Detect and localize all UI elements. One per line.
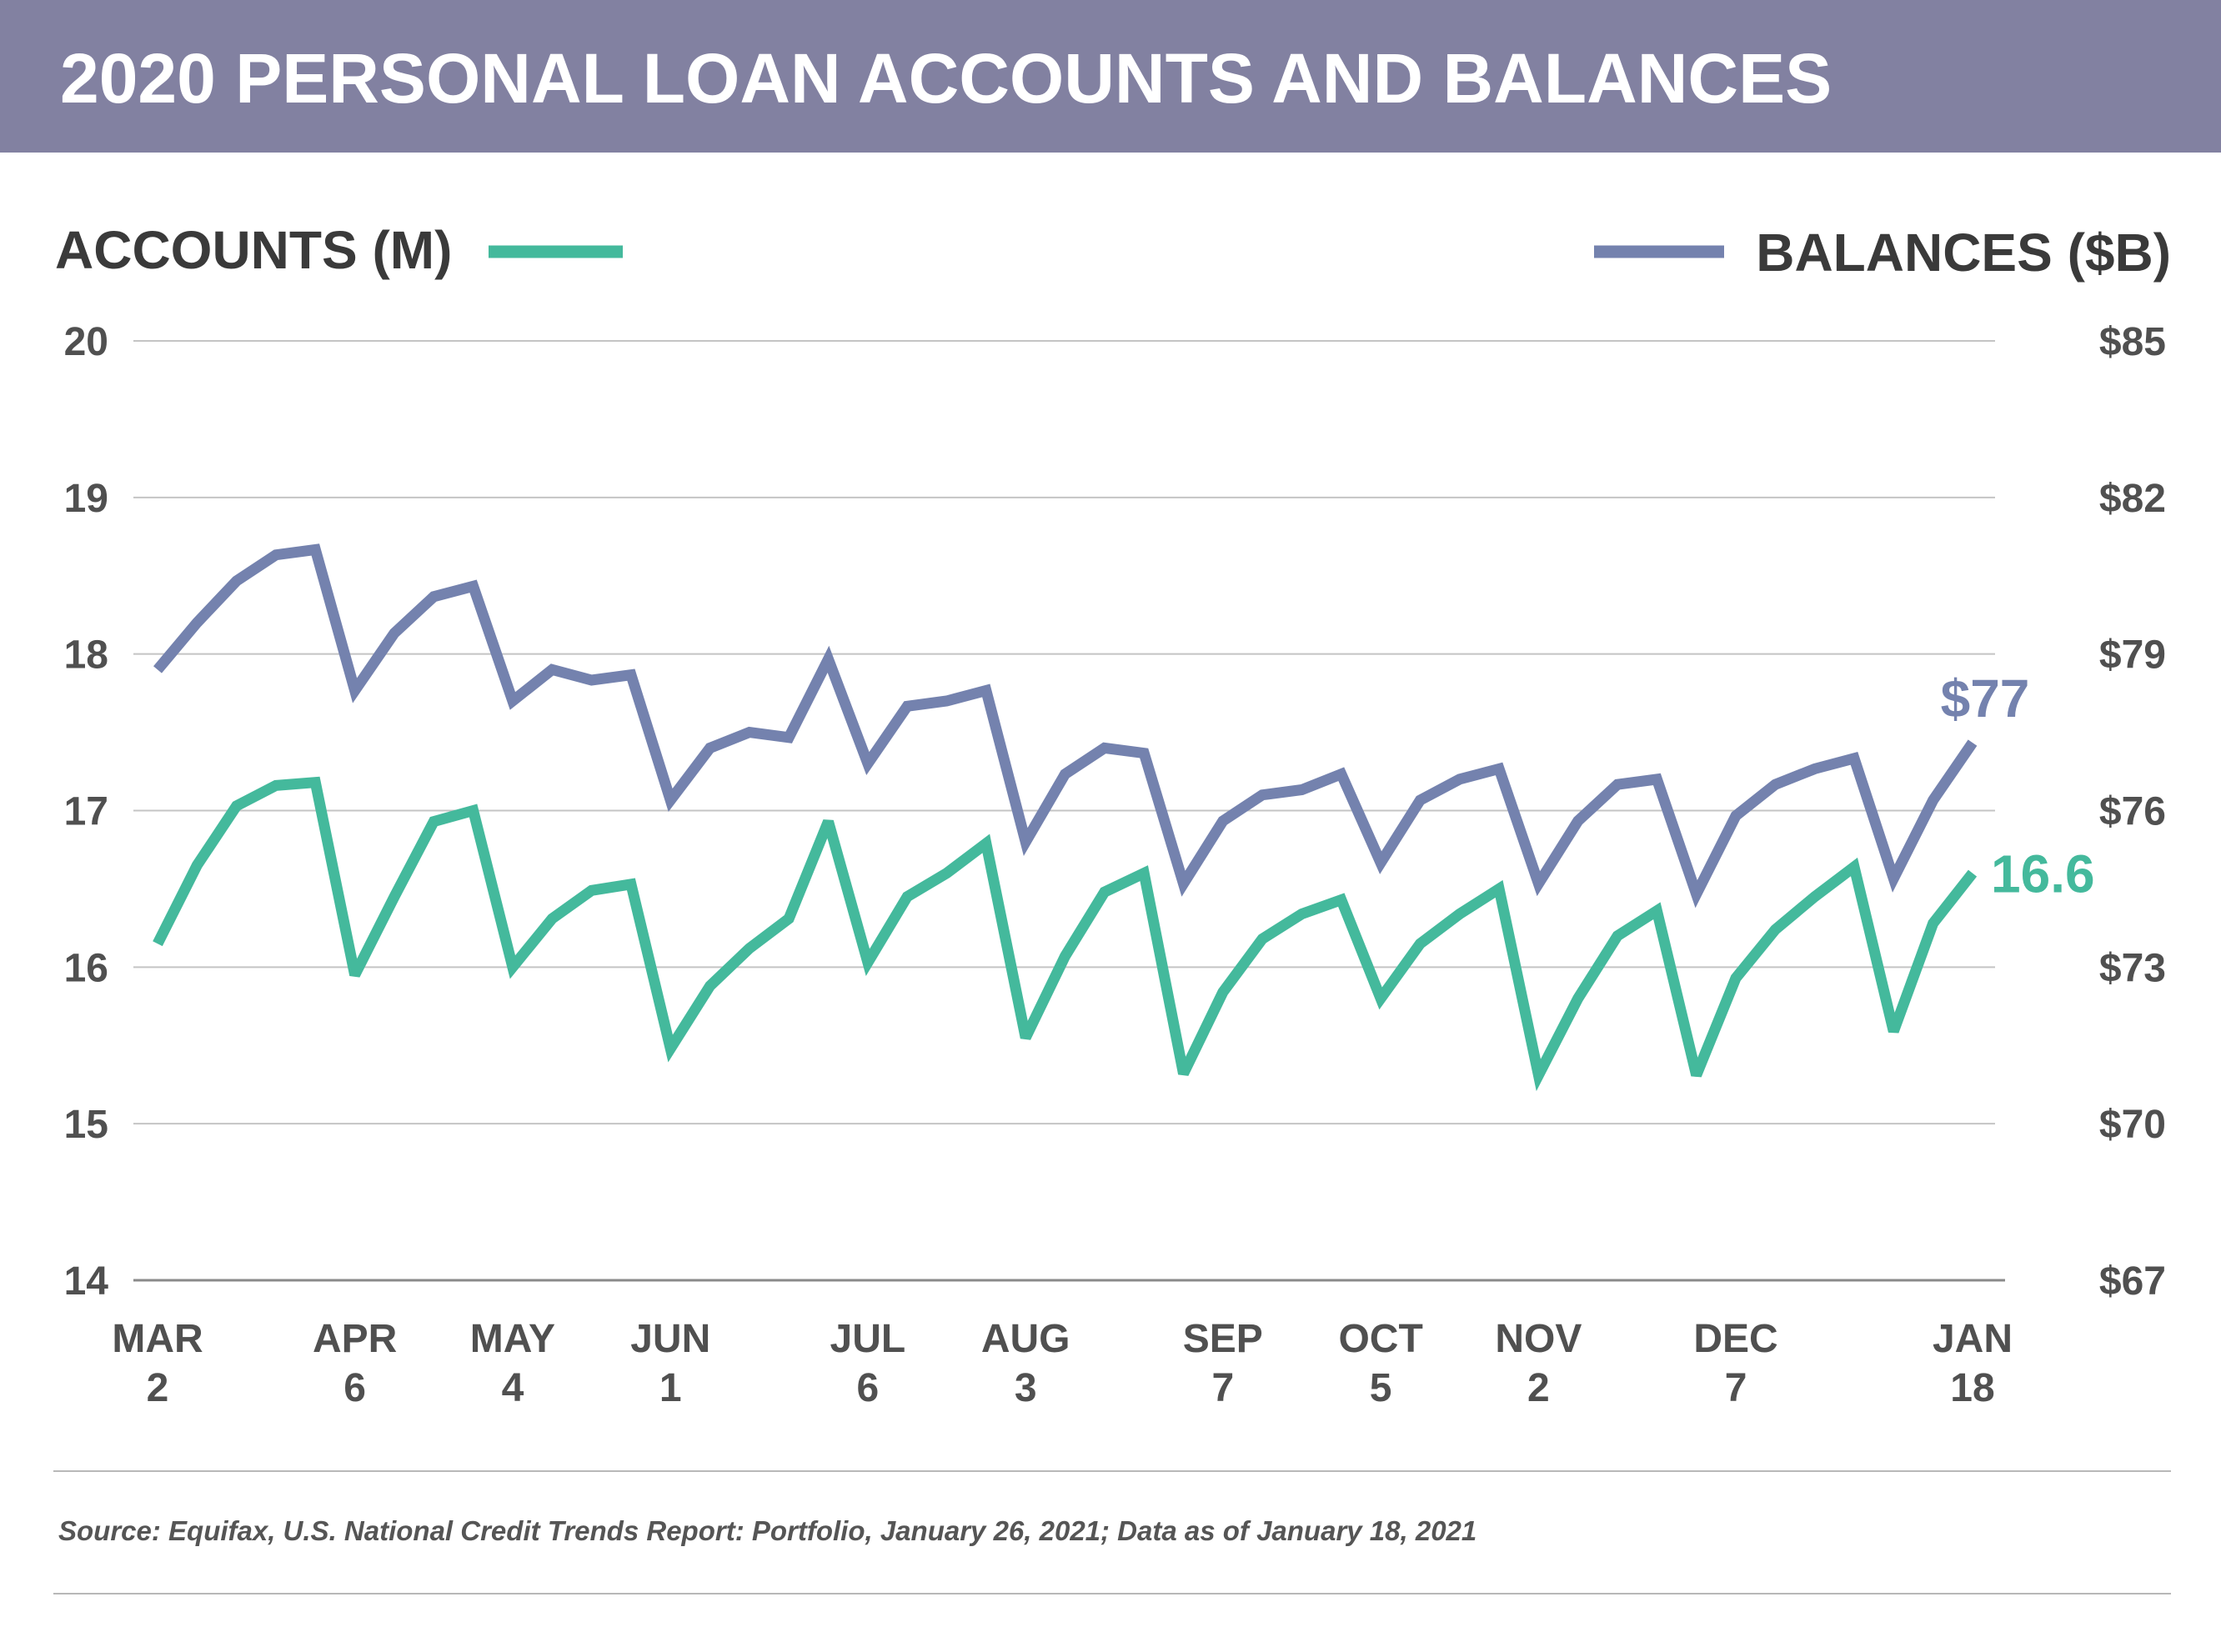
y-left-tick-label: 20 (64, 320, 108, 364)
y-left-tick-label: 19 (64, 477, 108, 521)
balances-series-line (153, 543, 1978, 909)
x-tick-month: JUL (830, 1317, 906, 1361)
x-tick-day: 18 (1950, 1366, 1994, 1410)
series-lines: 16.6 $77 (153, 543, 2095, 1092)
chart-title: 2020 PERSONAL LOAN ACCOUNTS AND BALANCES (60, 39, 1832, 118)
x-tick-month: APR (313, 1317, 397, 1361)
grid-lines (133, 340, 2005, 1282)
source-note: Source: Equifax, U.S. National Credit Tr… (58, 1515, 1477, 1546)
x-tick-day: 1 (659, 1366, 682, 1410)
x-tick-month: OCT (1338, 1317, 1422, 1361)
footer-rule-bottom (53, 1593, 2171, 1594)
y-right-tick-label: $79 (2099, 633, 2166, 678)
title-bar: 2020 PERSONAL LOAN ACCOUNTS AND BALANCES (0, 0, 2221, 153)
x-tick-month: AUG (981, 1317, 1070, 1361)
x-tick-month: SEP (1183, 1317, 1263, 1361)
y-right-tick-label: $70 (2099, 1103, 2166, 1147)
balances-end-label: $77 (1941, 668, 2030, 728)
x-tick-month: DEC (1693, 1317, 1777, 1361)
y-left-tick-label: 18 (64, 633, 108, 678)
legend: ACCOUNTS (M) BALANCES ($B) (55, 220, 2171, 283)
y-left-tick-label: 14 (64, 1259, 109, 1304)
x-tick-day: 6 (343, 1366, 366, 1410)
x-tick-day: 7 (1211, 1366, 1234, 1410)
y-right-tick-label: $85 (2099, 320, 2166, 364)
x-tick-month: JUN (630, 1317, 710, 1361)
x-tick-month: JAN (1933, 1317, 2013, 1361)
x-tick-month: MAY (470, 1317, 555, 1361)
x-tick-day: 5 (1370, 1366, 1392, 1410)
accounts-series-line (153, 776, 1978, 1092)
x-tick-day: 4 (502, 1366, 524, 1410)
x-tick-day: 2 (1527, 1366, 1550, 1410)
legend-balances-label: BALANCES ($B) (1756, 223, 2171, 283)
x-tick-month: NOV (1495, 1317, 1582, 1361)
y-tick-labels: 14 15 16 17 18 19 20 $67 $70 $73 $76 $79 $82 $85 (64, 320, 2166, 1304)
y-right-tick-label: $76 (2099, 790, 2166, 834)
accounts-end-label: 16.6 (1991, 844, 2095, 904)
y-right-tick-label: $73 (2099, 946, 2166, 990)
y-left-tick-label: 17 (64, 790, 108, 834)
x-tick-month: MAR (112, 1317, 203, 1361)
x-tick-day: 2 (147, 1366, 169, 1410)
y-left-tick-label: 15 (64, 1103, 108, 1147)
legend-accounts-label: ACCOUNTS (M) (55, 220, 452, 280)
x-tick-day: 6 (857, 1366, 880, 1410)
y-right-tick-label: $82 (2099, 477, 2166, 521)
x-tick-labels: MAR 2 APR 6 MAY 4 JUN 1 JUL 6 AUG 3 SEP 7 OCT 5 NOV 2 DEC 7… (112, 1317, 2013, 1410)
y-right-tick-label: $67 (2099, 1259, 2166, 1304)
x-tick-day: 7 (1725, 1366, 1747, 1410)
footer-rule-top (53, 1470, 2171, 1472)
y-left-tick-label: 16 (64, 946, 108, 990)
x-tick-day: 3 (1015, 1366, 1037, 1410)
